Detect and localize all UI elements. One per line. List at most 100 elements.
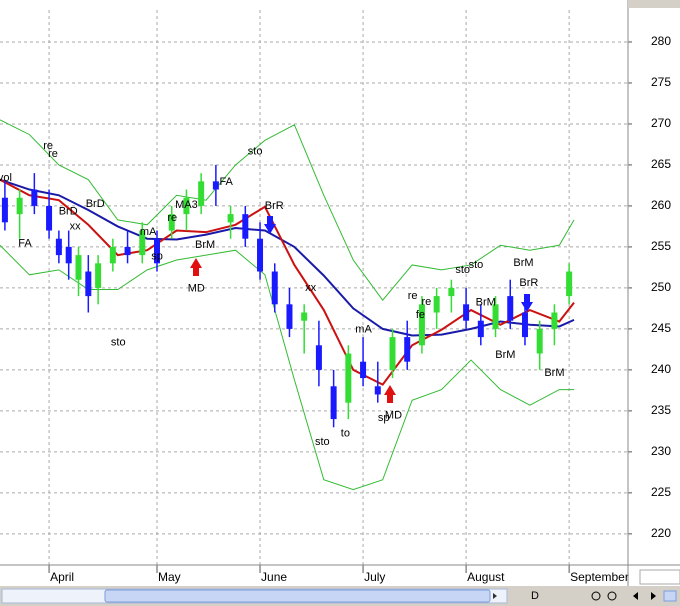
annotation: BrR (519, 277, 538, 289)
candle-body (448, 287, 455, 297)
annotation: re (421, 296, 431, 308)
annotation: sto (455, 264, 470, 276)
annotation: to (341, 428, 350, 440)
zoom-out[interactable] (591, 591, 601, 601)
candle-body (183, 197, 190, 215)
candle-body (536, 328, 543, 354)
x-tick-label: April (50, 570, 74, 584)
annotation: fe (416, 309, 425, 321)
x-tick-label: July (364, 570, 385, 584)
annotation: vol (0, 172, 12, 184)
candle-body (566, 271, 573, 297)
annotation: mA (140, 226, 157, 238)
line (0, 178, 575, 386)
candle-body (551, 312, 558, 329)
annotation: BrM (476, 297, 496, 309)
candle-body (242, 214, 249, 239)
scroll-thumb[interactable] (104, 589, 491, 603)
y-tick-label: 275 (651, 75, 671, 89)
y-tick-label: 265 (651, 157, 671, 171)
candle-body (257, 238, 264, 272)
candle-body (301, 312, 308, 321)
annotation: MD (188, 283, 205, 295)
candle-body (404, 337, 411, 362)
x-tick-label: May (158, 570, 181, 584)
annotation: BrM (495, 349, 515, 361)
scroll-arrow[interactable] (493, 593, 497, 599)
candle-body (55, 238, 62, 256)
candle-body (492, 304, 499, 329)
candle-body (124, 246, 131, 256)
candle-body (315, 345, 322, 370)
y-tick-label: 250 (651, 280, 671, 294)
y-tick-label: 270 (651, 116, 671, 130)
candle-body (271, 271, 278, 305)
annotation: MD (385, 410, 402, 422)
next[interactable] (651, 592, 656, 600)
candle-body (139, 230, 146, 256)
candle-body (95, 263, 102, 288)
x-tick-label: August (467, 570, 505, 584)
annotation: BrM (544, 367, 564, 379)
candle-body (389, 337, 396, 370)
buy-arrow (190, 258, 202, 276)
toolbar-button[interactable]: D (531, 590, 539, 602)
annotation: BrD (86, 198, 105, 210)
annotation: sp (378, 412, 390, 424)
annotation: xx (305, 282, 317, 294)
candle-body (31, 189, 38, 206)
candle-body (154, 238, 160, 264)
candle-body (65, 246, 72, 264)
x-tick-label: September (570, 570, 629, 584)
y-tick-label: 225 (651, 485, 671, 499)
line (0, 178, 575, 337)
y-tick-label: 260 (651, 198, 671, 212)
candle-body (85, 271, 92, 297)
candle-body (507, 296, 514, 321)
corner-box (639, 569, 680, 585)
annotation: xx (70, 220, 82, 232)
candle-body (16, 197, 23, 215)
candle-body (212, 181, 219, 190)
candle-body (75, 255, 82, 280)
window-button[interactable] (663, 590, 677, 602)
annotation: BrR (265, 200, 284, 212)
candle-body (198, 181, 205, 206)
grid: 220 225 230 235 240 245 250 255 260 265 270 275 280 A… (0, 10, 671, 584)
annotation: BrM (195, 239, 215, 251)
candle-body (345, 353, 352, 403)
annotation: FA (18, 238, 32, 250)
candle-body (477, 320, 484, 338)
annotation: FA (219, 176, 233, 188)
annotation: BrD (59, 206, 78, 218)
annotation: sto (248, 146, 263, 158)
annotations: volrereFABrDBrDxxstomAreMA3spBrMMDFAstoB… (0, 140, 564, 448)
buy-arrow (384, 385, 396, 403)
prev[interactable] (633, 592, 638, 600)
toolbar: D (531, 590, 677, 602)
candle-body (521, 312, 528, 338)
candle-body (46, 205, 53, 231)
candle-body (374, 386, 381, 395)
sell-arrow (521, 294, 533, 312)
annotation: re (408, 290, 418, 302)
zoom-in[interactable] (607, 591, 617, 601)
y-tick-label: 245 (651, 321, 671, 335)
candle-body (286, 304, 293, 329)
x-tick-label: June (261, 570, 287, 584)
lines (0, 119, 575, 491)
annotation: re (48, 148, 58, 160)
y-tick-label: 240 (651, 362, 671, 376)
window-strip (628, 0, 680, 8)
annotation: re (167, 212, 177, 224)
candle-body (330, 386, 337, 420)
candle-body (1, 197, 8, 223)
candle-body (109, 246, 116, 264)
candle-body (433, 296, 440, 313)
line (0, 119, 575, 302)
annotation: sto (315, 436, 330, 448)
annotation: sp (151, 251, 163, 263)
y-tick-label: 280 (651, 34, 671, 48)
y-tick-label: 235 (651, 403, 671, 417)
